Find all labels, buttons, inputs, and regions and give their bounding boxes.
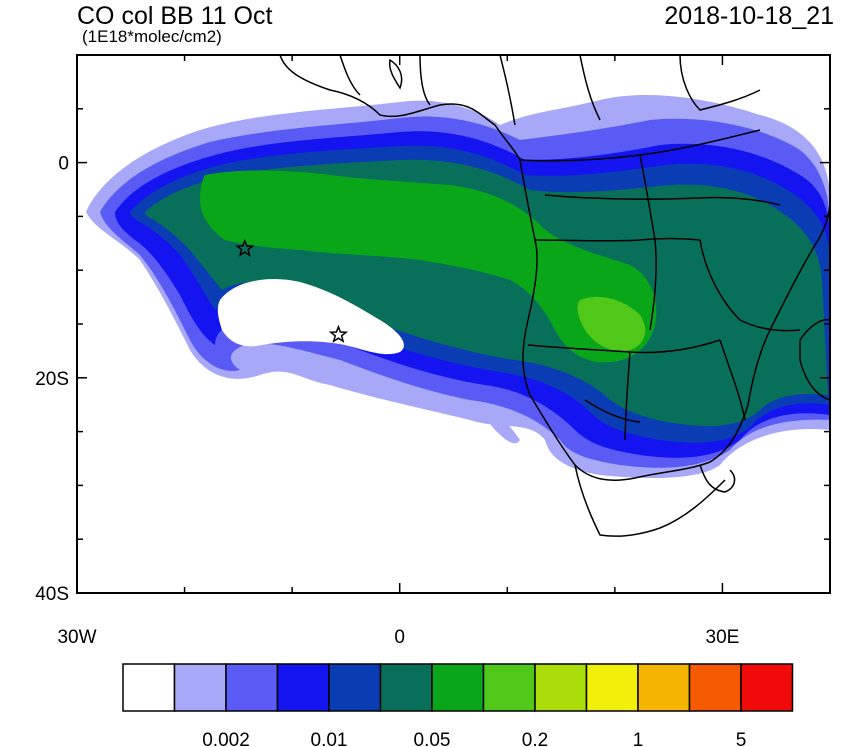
country-border	[679, 55, 761, 111]
y-tick-label: 20S	[35, 369, 69, 390]
coastlines	[279, 55, 830, 537]
x-axis-labels: 30W 0 30E	[57, 627, 739, 648]
country-border	[544, 194, 781, 206]
colorbar-swatch	[173, 663, 227, 712]
colorbar-swatch	[740, 663, 794, 712]
colorbar-swatch	[585, 663, 639, 712]
plume-band-green	[200, 170, 657, 363]
africa-coastline	[279, 55, 830, 481]
country-border	[584, 399, 641, 423]
country-border	[499, 55, 516, 126]
map-title: CO col BB 11 Oct	[77, 2, 273, 30]
country-border	[624, 351, 631, 441]
colorbar-swatch	[637, 663, 691, 712]
colorbar: 0.002 0.01 0.05 0.2 1 5	[122, 663, 794, 747]
country-border	[639, 154, 657, 331]
country-border	[699, 464, 736, 493]
madagascar-coastline	[799, 318, 830, 401]
colorbar-swatch	[328, 663, 382, 712]
markers	[235, 238, 349, 343]
x-tick-label: 30W	[57, 627, 96, 648]
country-border	[719, 339, 746, 421]
x-tick-label: 30E	[706, 627, 740, 648]
plume-band-lightgreen	[577, 296, 646, 351]
country-border	[699, 239, 801, 332]
colorbar-swatch	[534, 663, 588, 712]
units-label: (1E18*molec/cm2)	[82, 27, 222, 46]
star-marker	[328, 324, 349, 343]
country-border	[534, 237, 701, 242]
colorbar-label: 1	[633, 730, 644, 747]
y-axis-labels: 0 20S 40S	[35, 154, 69, 605]
colorbar-swatch	[379, 663, 433, 712]
y-tick-label: 40S	[35, 584, 69, 605]
country-border	[579, 55, 601, 121]
country-border	[339, 55, 361, 96]
colorbar-label: 0.05	[414, 730, 451, 747]
colorbar-label: 0.01	[311, 730, 348, 747]
colorbar-swatch	[276, 663, 330, 712]
colorbar-swatch	[482, 663, 536, 712]
timestamp: 2018-10-18_21	[664, 2, 834, 30]
colorbar-swatch	[688, 663, 742, 712]
axis-ticks	[76, 54, 831, 594]
plume-eddy	[217, 279, 404, 355]
colorbar-swatch	[431, 663, 485, 712]
colorbar-label: 0.002	[202, 730, 250, 747]
lake	[388, 58, 403, 90]
africa-south-coast	[574, 464, 726, 537]
star-marker	[235, 238, 255, 257]
colorbar-label: 0.2	[522, 730, 548, 747]
x-tick-label: 0	[394, 627, 405, 648]
colorbar-swatch	[122, 663, 176, 712]
colorbar-swatch	[225, 663, 279, 712]
y-tick-label: 0	[58, 154, 69, 175]
colorbar-label: 5	[736, 730, 747, 747]
co-plume	[86, 95, 830, 478]
country-border	[419, 55, 431, 106]
